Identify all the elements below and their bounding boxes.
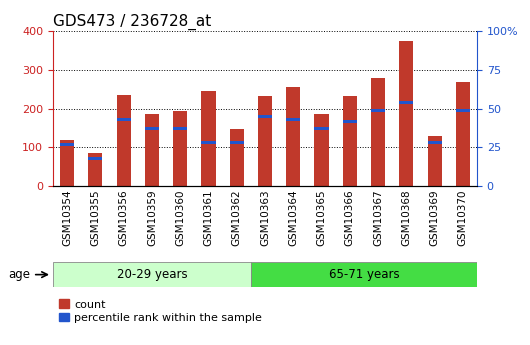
Text: 20-29 years: 20-29 years bbox=[117, 268, 187, 281]
Bar bbox=[399, 101, 413, 104]
Bar bbox=[399, 41, 413, 186]
Bar bbox=[251, 262, 477, 287]
Bar bbox=[428, 141, 441, 144]
Bar bbox=[286, 118, 301, 121]
Bar bbox=[145, 115, 159, 186]
Bar bbox=[53, 262, 251, 287]
Bar bbox=[229, 141, 244, 144]
Bar bbox=[173, 127, 187, 130]
Bar bbox=[258, 115, 272, 118]
Bar bbox=[60, 143, 74, 146]
Text: 65-71 years: 65-71 years bbox=[329, 268, 399, 281]
Bar bbox=[343, 96, 357, 186]
Bar bbox=[314, 127, 329, 130]
Bar bbox=[89, 157, 102, 160]
Bar bbox=[89, 153, 102, 186]
Bar bbox=[117, 95, 131, 186]
Bar bbox=[428, 136, 441, 186]
Bar bbox=[258, 96, 272, 186]
Bar bbox=[60, 140, 74, 186]
Bar bbox=[229, 129, 244, 186]
Bar bbox=[371, 78, 385, 186]
Bar bbox=[201, 91, 216, 186]
Text: age: age bbox=[8, 268, 30, 280]
Bar bbox=[173, 111, 187, 186]
Bar bbox=[314, 115, 329, 186]
Bar bbox=[201, 141, 216, 144]
Bar bbox=[456, 82, 470, 186]
Bar bbox=[145, 127, 159, 130]
Legend: count, percentile rank within the sample: count, percentile rank within the sample bbox=[58, 299, 262, 323]
Bar bbox=[456, 109, 470, 112]
Text: GDS473 / 236728_at: GDS473 / 236728_at bbox=[53, 13, 211, 30]
Bar bbox=[343, 119, 357, 122]
Bar bbox=[286, 87, 301, 186]
Bar bbox=[117, 118, 131, 121]
Bar bbox=[371, 109, 385, 112]
